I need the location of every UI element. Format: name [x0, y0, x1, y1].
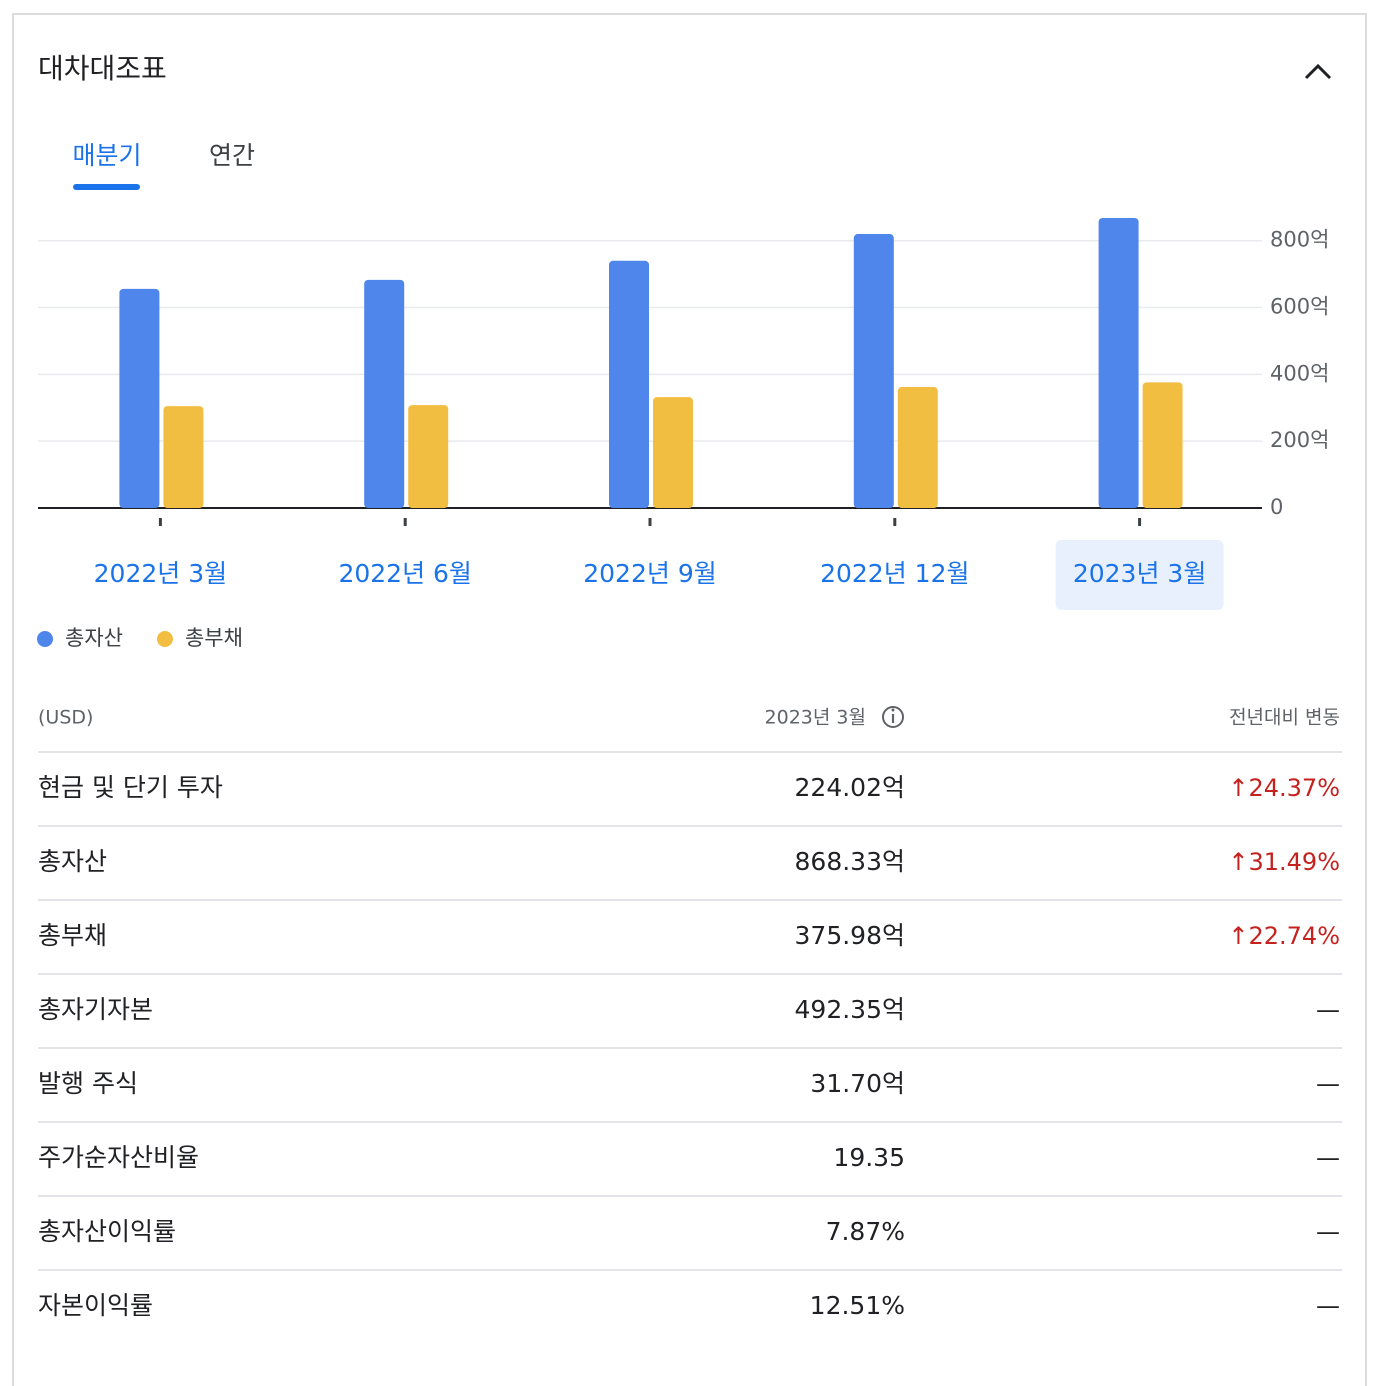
title: 대차대조표 [38, 52, 167, 85]
row-value: 868.33억 [795, 847, 905, 876]
bar [1142, 382, 1183, 508]
selected-highlight [1055, 540, 1224, 610]
row-label: 총부채 [38, 921, 107, 950]
y-tick-label: 400억 [1270, 361, 1329, 385]
row-change: — [1316, 1070, 1340, 1098]
y-tick-label: 0 [1270, 495, 1283, 519]
table-header: 2023년 3월 [765, 707, 866, 729]
row-label: 현금 및 단기 투자 [38, 773, 223, 802]
bar [653, 397, 693, 508]
row-change: ↑24.37% [1228, 774, 1340, 802]
row-change: — [1316, 996, 1340, 1024]
bar [609, 260, 649, 508]
collapse-icon[interactable] [1304, 63, 1332, 80]
x-tick-label[interactable]: 2022년 6월 [338, 559, 471, 588]
row-label: 총자산 [38, 847, 107, 876]
legend-label: 총부채 [185, 626, 243, 650]
x-tick-label[interactable]: 2023년 3월 [1073, 559, 1206, 588]
table-header: 전년대비 변동 [1229, 707, 1340, 729]
row-value: 31.70억 [810, 1069, 905, 1098]
row-value: 7.87% [826, 1217, 905, 1246]
bar [853, 234, 894, 508]
card [12, 13, 1367, 1386]
row-value: 492.35억 [795, 995, 905, 1024]
row-value: 224.02억 [795, 773, 905, 802]
bar [897, 387, 938, 508]
row-value: 19.35 [833, 1143, 905, 1172]
row-value: 375.98억 [795, 921, 905, 950]
row-change: — [1316, 1144, 1340, 1172]
row-label: 자본이익률 [38, 1291, 153, 1320]
row-change: ↑22.74% [1228, 922, 1340, 950]
y-tick-label: 800억 [1270, 228, 1329, 252]
row-label: 발행 주식 [38, 1069, 138, 1098]
y-tick-label: 200억 [1270, 428, 1329, 452]
legend-dot [37, 631, 53, 647]
row-label: 총자기자본 [38, 995, 153, 1024]
y-tick-label: 600억 [1270, 295, 1329, 319]
x-tick-label[interactable]: 2022년 12월 [820, 559, 969, 588]
legend-dot [156, 631, 173, 647]
x-tick-label[interactable]: 2022년 3월 [94, 559, 227, 588]
info-icon-dot [891, 708, 895, 712]
row-label: 총자산이익률 [38, 1217, 176, 1246]
tab[interactable]: 매분기 [72, 141, 141, 170]
bar [408, 405, 449, 508]
x-tick-label[interactable]: 2022년 9월 [583, 559, 716, 588]
bar [119, 288, 160, 508]
tab-indicator [73, 184, 140, 190]
row-change: — [1316, 1292, 1340, 1320]
row-change: ↑31.49% [1228, 848, 1340, 876]
row-label: 주가순자산비율 [38, 1143, 199, 1172]
bar [364, 279, 405, 508]
table-header: (USD) [38, 707, 93, 729]
tab[interactable]: 연간 [209, 141, 255, 170]
legend-label: 총자산 [65, 626, 123, 650]
info-icon[interactable] [882, 706, 904, 728]
bar [1098, 218, 1139, 508]
row-value: 12.51% [810, 1291, 905, 1320]
bar [163, 406, 204, 508]
row-change: — [1316, 1218, 1340, 1246]
